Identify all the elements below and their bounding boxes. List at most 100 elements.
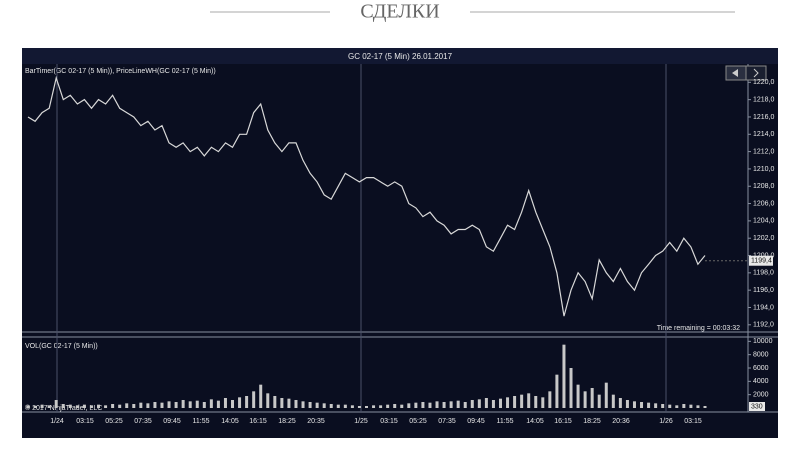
- x-tick-label: 18:25: [278, 418, 296, 425]
- volume-bar: [153, 402, 157, 408]
- volume-bar: [132, 404, 136, 408]
- volume-bar: [273, 396, 277, 408]
- volume-bar: [61, 404, 65, 408]
- volume-bar: [160, 402, 164, 408]
- volume-bar: [308, 402, 312, 408]
- volume-bar: [414, 402, 418, 408]
- volume-bar: [555, 374, 559, 408]
- volume-bar: [139, 402, 143, 408]
- volume-bar: [238, 397, 242, 408]
- volume-bar: [315, 402, 319, 408]
- volume-bar: [266, 393, 270, 408]
- volume-bar: [576, 384, 580, 408]
- x-tick-label: 1/25: [354, 418, 368, 425]
- volume-bar: [569, 368, 573, 408]
- volume-bar: [167, 401, 171, 408]
- volume-bar: [245, 396, 249, 408]
- volume-bar: [350, 405, 354, 408]
- volume-bar: [583, 391, 587, 408]
- x-tick-label: 03:15: [76, 418, 94, 425]
- volume-bar: [33, 406, 37, 408]
- volume-bar: [111, 404, 115, 408]
- volume-bar: [463, 402, 467, 408]
- volume-bar: [209, 399, 213, 408]
- volume-bar: [703, 406, 707, 408]
- indicator-label: BarTimer(GC 02-17 (5 Min)), PriceLineWH(…: [25, 68, 216, 75]
- volume-bar: [181, 400, 185, 408]
- y-tick-label: 4000: [753, 378, 769, 385]
- last-price-label: 1199,4: [751, 258, 772, 265]
- volume-bar: [604, 382, 608, 408]
- volume-bar: [541, 397, 545, 408]
- x-tick-label: 11:55: [193, 418, 210, 425]
- volume-bar: [223, 398, 227, 408]
- y-tick-label: 10000: [753, 338, 773, 345]
- volume-bar: [647, 402, 651, 408]
- x-tick-label: 20:36: [612, 418, 630, 425]
- time-remaining: Time remaining = 00:03:32: [657, 325, 740, 332]
- x-tick-label: 03:15: [684, 418, 702, 425]
- x-tick-label: 18:25: [583, 418, 601, 425]
- volume-bar: [357, 406, 361, 408]
- volume-bar: [188, 401, 192, 408]
- volume-bar: [597, 394, 601, 408]
- volume-bar: [428, 402, 432, 408]
- y-tick-label: 1202,0: [753, 235, 775, 242]
- volume-bar: [372, 405, 376, 408]
- volume-bar: [618, 398, 622, 408]
- y-tick-label: 8000: [753, 352, 769, 359]
- x-tick-label: 1/24: [50, 418, 64, 425]
- volume-bar: [548, 391, 552, 408]
- volume-bar: [534, 396, 538, 408]
- volume-bar: [562, 344, 566, 408]
- last-price-box: [749, 255, 773, 266]
- volume-bar: [259, 384, 263, 408]
- volume-bar: [40, 404, 44, 408]
- y-tick-label: 1196,0: [753, 287, 774, 294]
- volume-bar: [329, 404, 333, 408]
- volume-bar: [89, 405, 93, 408]
- y-tick-label: 6000: [753, 365, 769, 372]
- nav-forward-button[interactable]: [745, 65, 767, 81]
- chart-header: [22, 48, 778, 64]
- volume-bar: [82, 404, 86, 408]
- chart-header-title: GC 02-17 (5 Min) 26.01.2017: [348, 52, 453, 61]
- volume-bar: [435, 401, 439, 408]
- volume-bar: [379, 405, 383, 408]
- y-tick-label: 1214,0: [753, 131, 775, 138]
- volume-bar: [146, 403, 150, 408]
- volume-bar: [456, 400, 460, 408]
- volume-bar: [301, 401, 305, 408]
- volume-bar: [104, 405, 108, 408]
- nav-forward-icon: [753, 68, 759, 78]
- volume-bar: [527, 393, 531, 408]
- volume-bar: [174, 402, 178, 408]
- x-tick-label: 05:25: [105, 418, 123, 425]
- y-tick-label: 1206,0: [753, 200, 775, 207]
- volume-bar: [477, 399, 481, 408]
- volume-bar: [520, 394, 524, 408]
- volume-bar: [449, 401, 453, 408]
- volume-bar: [322, 403, 326, 408]
- volume-bar: [125, 403, 129, 408]
- x-tick-label: 20:35: [307, 418, 325, 425]
- volume-bar: [336, 404, 340, 408]
- volume-bar: [661, 404, 665, 408]
- volume-bar: [513, 396, 517, 408]
- volume-bar: [47, 405, 51, 408]
- x-tick-label: 07:35: [134, 418, 152, 425]
- x-tick-label: 07:35: [438, 418, 456, 425]
- x-tick-label: 14:05: [526, 418, 544, 425]
- volume-bar: [252, 391, 256, 408]
- volume-bar: [654, 403, 658, 408]
- volume-bar: [632, 401, 636, 408]
- x-tick-label: 16:15: [554, 418, 572, 425]
- x-tick-label: 11:55: [497, 418, 514, 425]
- y-tick-label: 1220,0: [753, 79, 775, 86]
- y-tick-label: 1216,0: [753, 114, 775, 121]
- volume-bar: [231, 400, 235, 408]
- volume-bar: [195, 400, 199, 408]
- volume-label: VOL(GC 02-17 (5 Min)): [25, 343, 98, 350]
- volume-bar: [97, 404, 101, 408]
